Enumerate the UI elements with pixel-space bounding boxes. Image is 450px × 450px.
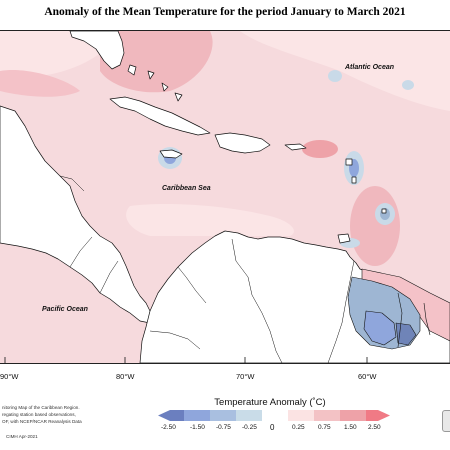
anomaly-map (0, 30, 450, 364)
guianas-blue-core (395, 322, 417, 346)
land-hispaniola (214, 132, 271, 154)
legend-title: Temperature Anomaly (˚C) (214, 397, 326, 408)
anomaly-patch-light-south-caribbean (126, 204, 294, 236)
border-colombia-venezuela (231, 238, 283, 363)
land-bahamas-3 (161, 82, 169, 92)
legend-bin-8 (340, 410, 366, 421)
legend-tick-neg150: -1.50 (190, 424, 205, 431)
legend-bin-6 (288, 410, 314, 421)
border-panama-colombia (177, 266, 207, 304)
legend-tick-025: 0.25 (292, 424, 305, 431)
land-bahamas-4 (174, 92, 183, 102)
map-title: Anomaly of the Mean Temperature for the … (44, 6, 406, 18)
pacific-ocean-label: Pacific Ocean (42, 306, 88, 313)
legend-bin-9 (366, 410, 390, 421)
land-puerto-rico (284, 143, 307, 151)
land-bahamas-2 (147, 70, 155, 80)
legend-tick-150: 1.50 (344, 424, 357, 431)
legend-tick-zero: 0 (270, 423, 275, 432)
legend-bin-5 (262, 410, 288, 421)
legend-bin-2 (184, 410, 210, 421)
land-florida (69, 31, 125, 70)
atlantic-ocean-label: Atlantic Ocean (345, 64, 395, 71)
legend-bin-3 (210, 410, 236, 421)
legend-bin-1 (158, 410, 184, 421)
lon-label-60w: 60°W (358, 372, 377, 381)
legend-tick-neg025: -0.25 (242, 424, 257, 431)
lon-label-80w: 80°W (116, 372, 135, 381)
border-central-america-3 (99, 260, 119, 294)
lon-label-90w: 90°W (0, 372, 19, 381)
anomaly-patch-lesser-antilles (350, 186, 400, 266)
legend-bin-7 (314, 410, 340, 421)
land-guadeloupe (345, 158, 353, 166)
lon-label-70w: 70°W (236, 372, 255, 381)
border-colombia-ecuador (149, 330, 201, 350)
border-venezuela-guyana (327, 260, 355, 363)
land-jamaica (159, 149, 183, 159)
legend-tick-neg075: -0.75 (216, 424, 231, 431)
footnote-line-1: nitoring Map of the Caribbean Region. (2, 405, 80, 410)
legend-tick-neg250: -2.50 (161, 424, 176, 431)
footnote-line-2: regating station based observations, (2, 412, 76, 417)
lon-ticks (4, 357, 368, 363)
land-trinidad (337, 233, 351, 244)
legend-bin-4 (236, 410, 262, 421)
border-central-america-1 (59, 175, 85, 192)
guianas-blue-dark (363, 310, 397, 346)
land-bahamas-1 (127, 64, 137, 76)
guianas-anomaly (347, 268, 450, 350)
legend-tick-075: 0.75 (318, 424, 331, 431)
border-central-america-2 (69, 236, 93, 268)
border-suriname-fg (423, 302, 431, 336)
footnote-credit: CIMH Apr-2021 (6, 434, 38, 439)
map-svg (0, 31, 450, 363)
anomaly-patch-florida (100, 31, 213, 93)
anomaly-patch-gulf (0, 70, 80, 97)
land-martinique (351, 176, 357, 184)
legend-colorbar (158, 410, 390, 421)
land-cuba (109, 96, 211, 136)
cimh-logo-icon (442, 410, 450, 432)
land-mexico-central-america (0, 105, 151, 324)
legend-tick-250: 2.50 (368, 424, 381, 431)
anomaly-patch-pr (302, 140, 338, 158)
footnote-line-3: OF, with NCEP/NCAR Reanalysis Data (2, 419, 82, 424)
border-guyana-suriname (397, 292, 403, 348)
anomaly-cool-atlantic (328, 70, 342, 82)
country-borders (59, 175, 355, 363)
land-barbados (381, 208, 387, 214)
anomaly-cool-atlantic-2 (402, 80, 414, 90)
anomaly-patch-light-east (240, 31, 450, 111)
caribbean-sea-label: Caribbean Sea (162, 185, 211, 192)
